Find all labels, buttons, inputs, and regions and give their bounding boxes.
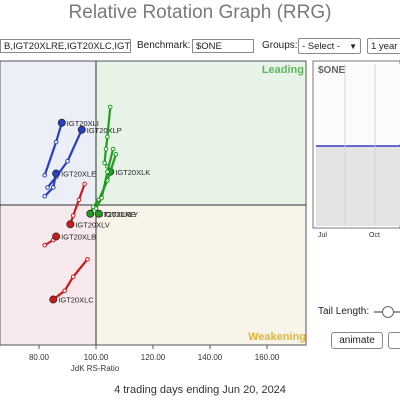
x-tick-labels: 80.00 100.00 120.00 140.00 160.00 bbox=[29, 345, 280, 362]
secondary-button[interactable] bbox=[388, 332, 400, 349]
benchmark-input[interactable]: $ONE bbox=[192, 39, 254, 53]
groups-select[interactable]: - Select - ▼ bbox=[298, 38, 361, 54]
x-tick-label: 140.00 bbox=[198, 353, 223, 362]
tail-point bbox=[42, 172, 48, 178]
tail-point bbox=[102, 160, 107, 166]
tail-line bbox=[52, 258, 89, 301]
quadrant-weakening bbox=[96, 205, 306, 345]
quadrant-lagging bbox=[0, 205, 96, 345]
x-tick-label: 80.00 bbox=[29, 353, 50, 362]
symbols-input[interactable]: B,IGT20XLRE,IGT20XLC,IGT2 bbox=[0, 39, 131, 53]
tail-point bbox=[42, 193, 48, 199]
benchmark-label: Benchmark: bbox=[137, 40, 191, 51]
tail-point bbox=[103, 146, 109, 152]
footer-caption: 4 trading days ending Jun 20, 2024 bbox=[114, 384, 286, 396]
head-point bbox=[77, 125, 86, 134]
tail-point bbox=[65, 158, 70, 164]
tail-point bbox=[50, 185, 56, 190]
tail-point bbox=[45, 185, 50, 190]
page-title: Relative Rotation Graph (RRG) bbox=[68, 2, 332, 23]
benchmark-panel-tick: Oct bbox=[369, 232, 380, 239]
series-label: IGT20XLB bbox=[61, 233, 96, 242]
quadrant-leading bbox=[96, 61, 306, 205]
tail-point bbox=[107, 104, 113, 110]
tail-point bbox=[85, 256, 90, 262]
series-IGT20XLV: IGT20XLV bbox=[66, 181, 110, 229]
series-label: IGT20XLC bbox=[58, 296, 94, 305]
quadrant-label-leading: Leading bbox=[262, 64, 304, 76]
tail-point bbox=[105, 169, 110, 175]
groups-select-value: - Select - bbox=[302, 41, 341, 52]
tail-line bbox=[46, 128, 83, 189]
head-point bbox=[94, 209, 103, 218]
tail-point bbox=[42, 242, 48, 248]
quadrant-backgrounds bbox=[0, 61, 306, 345]
head-point bbox=[86, 209, 95, 218]
tail-length-slider[interactable] bbox=[374, 305, 400, 319]
series-IGT20XLI: IGT20XLI bbox=[42, 118, 99, 178]
chevron-down-icon: ▼ bbox=[349, 42, 357, 51]
tail-point bbox=[53, 139, 59, 145]
tail-point bbox=[82, 181, 87, 187]
x-tick-label: 160.00 bbox=[255, 353, 280, 362]
series-IGT20XLC: IGT20XLC bbox=[49, 256, 94, 305]
series-label: IGT20XLI bbox=[67, 119, 99, 128]
benchmark-panel-tick: Jul bbox=[318, 232, 327, 239]
head-point bbox=[57, 118, 66, 127]
period-select[interactable]: 1 year bbox=[367, 38, 400, 54]
x-axis-label: JdK RS-Ratio bbox=[71, 364, 120, 373]
period-select-value: 1 year bbox=[371, 41, 398, 52]
benchmark-panel: $ONE Jul Oct bbox=[312, 60, 400, 239]
tail-point bbox=[105, 134, 110, 140]
x-tick-label: 120.00 bbox=[141, 353, 166, 362]
tail-line bbox=[69, 182, 86, 226]
benchmark-panel-label: $ONE bbox=[318, 65, 346, 76]
tail-point bbox=[99, 195, 104, 201]
series-IGT20XLE: IGT20XLE bbox=[42, 169, 96, 199]
slider-thumb[interactable] bbox=[382, 306, 394, 318]
head-point bbox=[49, 295, 58, 304]
animate-button[interactable]: animate bbox=[331, 332, 383, 349]
x-tick-label: 100.00 bbox=[84, 353, 109, 362]
tail-point bbox=[70, 213, 76, 218]
head-point bbox=[66, 220, 75, 229]
tail-point bbox=[76, 197, 82, 203]
tail-point bbox=[93, 206, 99, 211]
series-label: IGT20XLRE bbox=[95, 210, 135, 219]
tail-point bbox=[113, 151, 119, 157]
head-point bbox=[52, 169, 61, 178]
tail-point bbox=[62, 288, 67, 294]
tail-point bbox=[110, 146, 116, 152]
series-label: IGT20XLY bbox=[104, 210, 138, 219]
head-point bbox=[52, 232, 61, 241]
series-IGT20XLB: IGT20XLB bbox=[42, 232, 96, 248]
series-label: IGT20XLV bbox=[75, 220, 109, 229]
series-label: IGT20XLK bbox=[115, 168, 150, 177]
tail-point bbox=[70, 274, 76, 280]
groups-label: Groups: bbox=[262, 40, 298, 51]
series-label: IGT20XLE bbox=[61, 170, 96, 179]
series-IGT20XLY: IGT20XLY bbox=[93, 146, 138, 219]
quadrant-label-weakening: Weakening bbox=[248, 331, 306, 343]
tail-length-label: Tail Length: bbox=[318, 306, 370, 317]
series-label: IGT20XLP bbox=[87, 126, 122, 135]
